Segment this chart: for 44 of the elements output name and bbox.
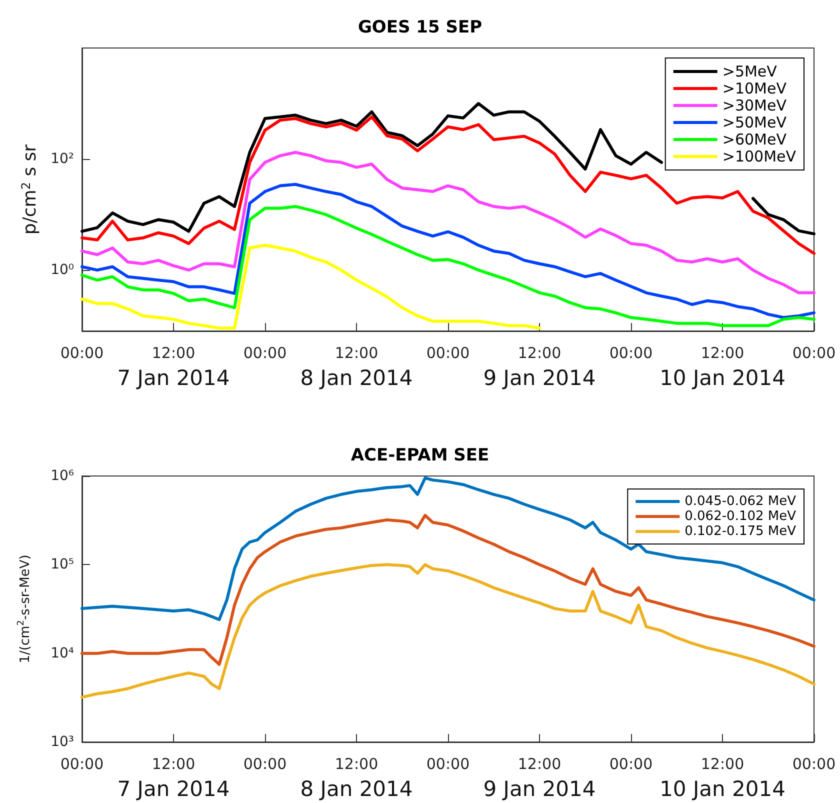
x-tick-label: 00:00 — [792, 344, 836, 362]
x-tick-label: 12:00 8 Jan 2014 — [300, 344, 413, 390]
x-tick-label: 12:00 9 Jan 2014 — [483, 755, 596, 801]
legend-label: >100MeV — [722, 148, 797, 166]
chart-title: ACE-EPAM SEE — [350, 446, 490, 466]
x-tick-label: 00:00 — [426, 344, 470, 362]
y-axis-title: p/cm2 s sr — [19, 144, 40, 235]
x-tick-label: 00:00 — [609, 344, 653, 362]
x-tick-label: 00:00 — [792, 755, 836, 773]
x-tick-label: 00:00 — [243, 344, 287, 362]
legend-label: >5MeV — [722, 62, 778, 80]
y-tick-label: 10⁰ — [50, 262, 74, 278]
legend-label: >50MeV — [722, 114, 788, 132]
y-axis-title: 1/(cm2-s-sr-MeV) — [16, 554, 33, 664]
legend-label: >10MeV — [722, 80, 788, 98]
line-series — [80, 182, 816, 320]
x-tick-label: 00:00 — [426, 755, 470, 773]
x-tick-label: 00:00 — [243, 755, 287, 773]
line-series — [80, 150, 816, 294]
y-tick-label: 10⁶ — [50, 468, 74, 484]
x-tick-label: 00:00 — [60, 344, 104, 362]
line-series — [80, 476, 816, 622]
y-tick-label: 10³ — [50, 734, 74, 750]
x-tick-label: 12:00 7 Jan 2014 — [117, 755, 230, 801]
line-series — [80, 244, 541, 330]
x-tick-label: 12:00 10 Jan 2014 — [660, 344, 786, 390]
legend-label: 0.102-0.175 MeV — [684, 524, 796, 539]
legend-label: 0.062-0.102 MeV — [684, 509, 796, 524]
y-tick-label: 10⁴ — [50, 645, 74, 662]
legend-label: >30MeV — [722, 96, 788, 114]
line-series — [80, 563, 816, 699]
y-tick-label: 10² — [50, 151, 74, 168]
line-series — [80, 204, 816, 328]
chart-title: GOES 15 SEP — [358, 18, 482, 38]
line-series — [80, 115, 816, 255]
x-tick-label: 00:00 — [60, 755, 104, 773]
x-tick-label: 12:00 10 Jan 2014 — [660, 755, 786, 801]
x-tick-label: 00:00 — [609, 755, 653, 773]
y-tick-label: 10⁵ — [50, 556, 74, 573]
x-tick-label: 12:00 7 Jan 2014 — [117, 344, 230, 390]
x-tick-label: 12:00 9 Jan 2014 — [483, 344, 596, 390]
x-tick-label: 12:00 8 Jan 2014 — [300, 755, 413, 801]
legend-label: 0.045-0.062 MeV — [684, 494, 796, 509]
legend-label: >60MeV — [722, 130, 788, 148]
